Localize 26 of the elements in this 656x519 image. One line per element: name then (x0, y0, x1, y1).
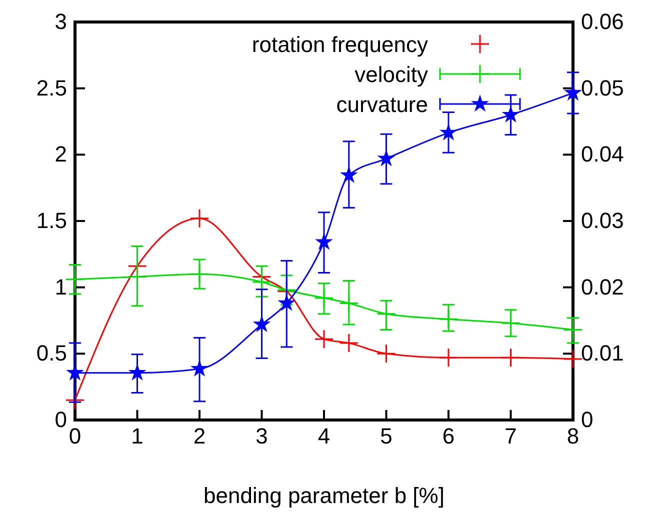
x-tick-label: 7 (504, 424, 517, 449)
y2-tick-label: 0 (581, 407, 594, 432)
legend-label: velocity (354, 62, 428, 87)
x-axis-title: bending parameter b [%] (204, 483, 444, 508)
legend-label: rotation frequency (252, 32, 428, 57)
y-tick-label: 0 (54, 407, 67, 432)
y2-tick-label: 0.01 (581, 340, 624, 366)
x-tick-label: 1 (131, 424, 144, 449)
x-tick-label: 2 (193, 424, 206, 449)
y-tick-label: 2 (54, 142, 67, 167)
x-tick-label: 4 (318, 424, 330, 449)
y2-tick-label: 0.03 (581, 208, 624, 234)
x-tick-label: 3 (256, 424, 268, 449)
y-tick-label: 3 (54, 9, 67, 34)
x-tick-label: 5 (380, 424, 392, 449)
y2-tick-label: 0.05 (581, 75, 624, 100)
y2-tick-label: 0.04 (581, 142, 624, 167)
y-tick-label: 2.5 (36, 75, 67, 100)
y-tick-label: 1 (54, 274, 67, 300)
y-tick-label: 0.5 (36, 340, 67, 366)
y2-tick-label: 0.02 (581, 274, 624, 300)
x-tick-label: 6 (442, 424, 455, 449)
y-tick-label: 1.5 (36, 208, 67, 234)
legend-label: curvature (336, 92, 428, 117)
y2-tick-label: 0.06 (581, 9, 624, 34)
x-tick-label: 8 (566, 424, 580, 449)
